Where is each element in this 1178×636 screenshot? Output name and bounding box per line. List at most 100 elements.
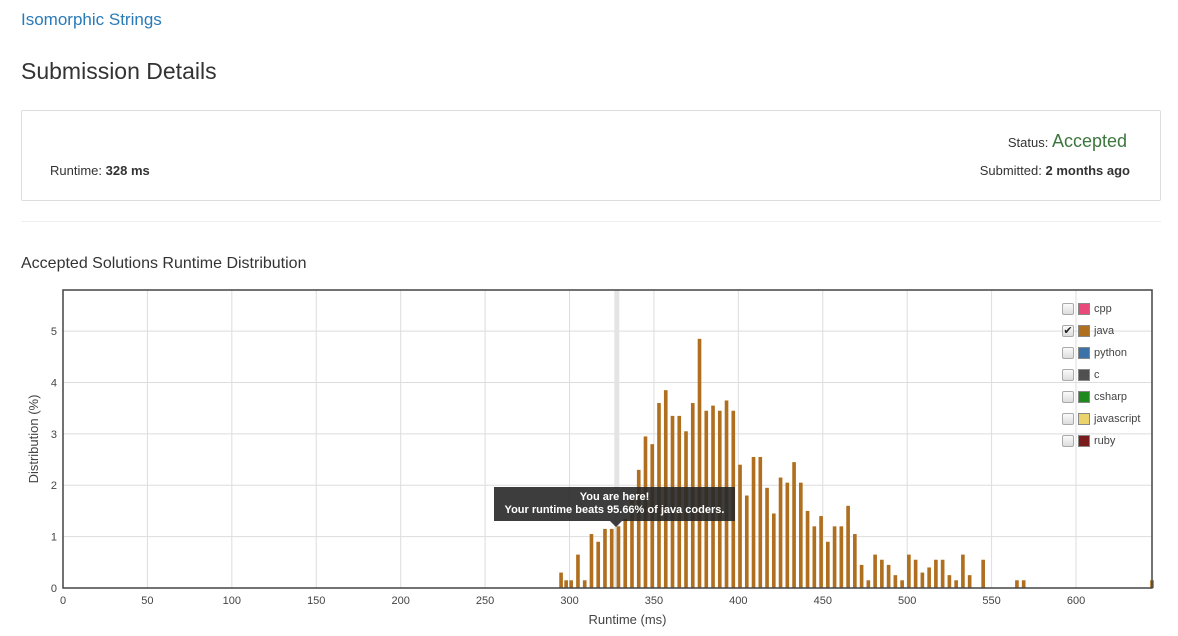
chart-bar (900, 580, 904, 588)
x-tick-label: 500 (898, 595, 916, 607)
legend-swatch (1078, 391, 1090, 403)
runtime-row: Runtime: 328 ms (50, 163, 150, 178)
runtime-tooltip: You are here! Your runtime beats 95.66% … (494, 487, 735, 527)
status-row: Status: Accepted (1008, 131, 1127, 152)
checkbox-icon[interactable] (1062, 347, 1074, 359)
chart-bar (616, 526, 621, 588)
y-tick-label: 4 (51, 377, 57, 389)
y-tick-label: 2 (51, 480, 57, 492)
chart-bar (582, 580, 587, 588)
chart-bar (1021, 580, 1026, 588)
current-runtime-marker (614, 290, 620, 588)
legend-item-python[interactable]: python (1062, 342, 1140, 364)
chart-bar (920, 572, 925, 588)
chart-bar (623, 518, 628, 588)
chart-bar (866, 580, 871, 588)
chart-bar (744, 495, 749, 588)
x-tick-label: 550 (982, 595, 1000, 607)
y-tick-label: 5 (51, 326, 57, 338)
chart-bar (981, 559, 985, 588)
legend-item-javascript[interactable]: javascript (1062, 408, 1140, 430)
x-tick-label: 0 (60, 595, 66, 607)
legend-item-ruby[interactable]: ruby (1062, 430, 1140, 452)
checkbox-icon[interactable] (1062, 303, 1074, 315)
chart-bar (812, 526, 817, 588)
chart-bar (873, 554, 877, 588)
status-badge: Accepted (1051, 131, 1127, 151)
checkbox-icon[interactable] (1062, 413, 1074, 425)
chart-bar (954, 580, 958, 588)
chart-bar (927, 567, 931, 588)
checkbox-icon[interactable] (1062, 369, 1074, 381)
legend-swatch (1078, 369, 1090, 381)
chart-bar (832, 526, 837, 588)
y-tick-label: 1 (51, 532, 57, 544)
legend-item-java[interactable]: ✔ java (1062, 320, 1140, 342)
legend-label: javascript (1094, 413, 1141, 425)
x-tick-label: 400 (729, 595, 747, 607)
runtime-distribution-chart: 0 50 100 150 200 250 300 350 400 450 500 550 600 0 1 2 3… (26, 289, 1154, 627)
chart-legend: cpp ✔ java python c csharp javascript ruby (1062, 298, 1140, 452)
problem-link[interactable]: Isomorphic Strings (21, 10, 162, 29)
legend-label: csharp (1094, 391, 1128, 403)
submitted-value: 2 months ago (1045, 163, 1130, 178)
checkbox-icon[interactable] (1062, 435, 1074, 447)
chart-bar (934, 559, 938, 588)
x-tick-label: 100 (223, 595, 241, 607)
legend-label: c (1094, 369, 1100, 381)
chart-bar (603, 528, 607, 588)
legend-swatch (1078, 435, 1090, 447)
chart-bar (765, 487, 769, 588)
y-tick-label: 0 (51, 583, 57, 595)
legend-label: python (1094, 347, 1128, 359)
legend-swatch (1078, 413, 1090, 425)
chart-bar (771, 513, 776, 588)
chart-bar (961, 554, 965, 588)
chart-bar (751, 456, 756, 588)
chart-bar (805, 510, 810, 588)
x-tick-label: 350 (645, 595, 663, 607)
chart-bar (609, 528, 614, 588)
submission-details-panel: Runtime: 328 ms Status: Accepted Submitt… (21, 110, 1161, 201)
chart-bar (839, 526, 844, 588)
submitted-label: Submitted: (979, 163, 1042, 178)
chart-bar (853, 534, 857, 588)
legend-swatch (1078, 347, 1090, 359)
chart-bar (738, 464, 742, 588)
submitted-row: Submitted: 2 months ago (980, 163, 1130, 178)
chart-bar (967, 575, 972, 588)
chart-bar (907, 554, 911, 588)
x-axis-label: Runtime (ms) (588, 612, 666, 627)
legend-item-csharp[interactable]: csharp (1062, 386, 1140, 408)
chart-bar (697, 338, 702, 588)
legend-label: cpp (1094, 303, 1112, 315)
chart-bar (1015, 580, 1019, 588)
checkbox-icon[interactable] (1062, 391, 1074, 403)
plot-area (63, 290, 1152, 588)
x-tick-label: 250 (476, 595, 494, 607)
chart-bar (792, 462, 796, 588)
chart-bar (947, 575, 952, 588)
chart-bar (846, 505, 850, 588)
x-tick-label: 200 (391, 595, 409, 607)
chart-bar (778, 477, 783, 588)
chart-bar (596, 541, 601, 588)
chart-bar (758, 456, 763, 588)
chart-bar (564, 580, 568, 588)
legend-item-cpp[interactable]: cpp (1062, 298, 1140, 320)
legend-item-c[interactable]: c (1062, 364, 1140, 386)
legend-label: java (1094, 325, 1115, 337)
legend-label: ruby (1094, 435, 1116, 447)
plot-border (62, 289, 1153, 589)
status-label: Status: (1007, 135, 1049, 150)
tooltip-line-1: You are here! (579, 491, 650, 503)
chart-bar (819, 516, 823, 588)
runtime-value: 328 ms (105, 163, 150, 178)
chart-bar (576, 554, 580, 588)
checkbox-checked-icon[interactable]: ✔ (1062, 325, 1074, 337)
chart-bar (559, 572, 563, 588)
tooltip-line-2: Your runtime beats 95.66% of java coders… (504, 504, 725, 516)
x-tick-label: 600 (1067, 595, 1085, 607)
chart-bar (880, 559, 884, 588)
tooltip-arrow (610, 521, 622, 527)
